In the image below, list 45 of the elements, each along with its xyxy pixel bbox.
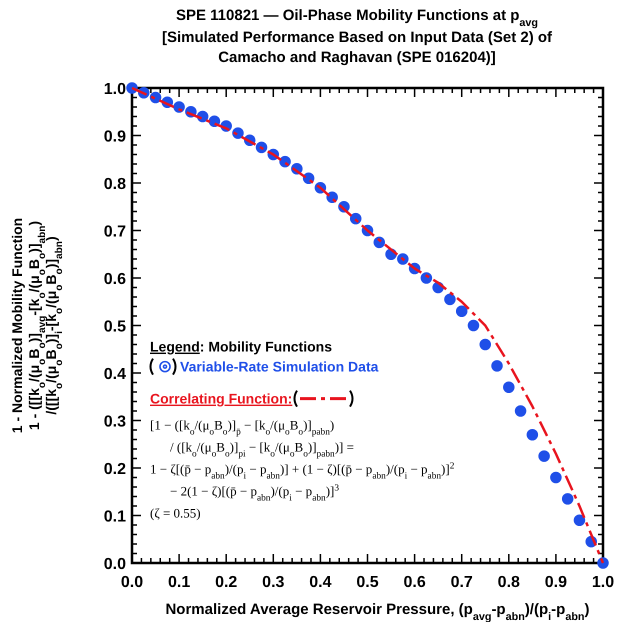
x-tick-label: 0.1 — [168, 574, 190, 591]
point — [562, 493, 574, 505]
annotation: (ζ = 0.55) — [150, 506, 201, 521]
text: 1 − ζ[(p̄ − p$_{abn}$)/(p$_{i}$ − p$_{abn}$)] + (1 − ζ)[(p̄ − p$_{abn}$)/(p$_{i}$ − p$_{abn}$)]$^{2}$ — [150, 462, 454, 482]
x-tick-label: 0.9 — [544, 574, 568, 591]
point — [444, 294, 456, 306]
x-tick-label: 0.5 — [356, 574, 379, 591]
y-tick-label: 0.3 — [104, 414, 126, 430]
annotation: − 2(1 − ζ)[(p̄ − p$_{abn}$)/(p$_{i}$ − p$_{abn}$)]$^{3}$ — [170, 484, 340, 504]
point — [503, 382, 515, 393]
y-tick-label: 0.5 — [104, 318, 126, 336]
x-tick-label: 0.6 — [403, 574, 426, 591]
x-tick-label: 0.2 — [215, 574, 238, 591]
x-tick-label: 1.0 — [592, 574, 614, 591]
x-tick-label: 0.0 — [120, 574, 144, 591]
chart-subtitle: [Simulated Performance Based on Input Data (Set 2) of Camacho and Raghavan (SPE 016204)] — [162, 29, 554, 66]
text: [1 − ([k$_{o}$/(μ$_{o}$B$_{o}$)]$_{p̄}$ − [k$_{o}$/(μ$_{o}$B$_{o}$)]$_{pabn}$) — [150, 418, 334, 438]
text: Correlating Function: — [150, 390, 292, 407]
point — [491, 360, 503, 372]
y-tick-label: 0.4 — [104, 366, 126, 383]
legend-title: Legend: Mobility Functions — [150, 338, 332, 355]
point — [538, 450, 550, 462]
point — [526, 429, 538, 440]
y-tick-label: 0.6 — [104, 271, 126, 288]
text: Variable-Rate Simulation Data — [180, 358, 379, 375]
chart-title: SPE 110821 — Oil-Phase Mobility Functions at p$_{avg}$ — [176, 7, 538, 29]
point — [574, 514, 586, 526]
y-tick-label: 0.2 — [104, 461, 126, 478]
point — [480, 338, 491, 350]
point — [468, 320, 480, 332]
y-tick-label: 1.0 — [104, 81, 126, 98]
text: / ([k$_{o}$/(μ$_{o}$B$_{o}$)]$_{pi}$ − [k$_{o}$/(μ$_{o}$B$_{o}$)]$_{pabn}$)] = — [170, 440, 354, 460]
point — [456, 306, 468, 317]
text: Normalized Average Reservoir Pressure, (p$_{avg}$-p$_{abn}$)/(p$_{i}$-p$_{abn}$) — [165, 601, 590, 622]
x-tick-label: 0.3 — [262, 574, 285, 591]
y-tick-label: 0.7 — [104, 224, 126, 240]
point — [550, 472, 562, 484]
y-tick-label: 0.8 — [104, 176, 126, 193]
y-tick-label: 0.0 — [104, 556, 126, 573]
x-tick-label: 0.8 — [498, 574, 520, 591]
point — [514, 405, 526, 417]
y-tick-label: 0.9 — [104, 128, 126, 146]
x-tick-label: 0.7 — [450, 574, 473, 591]
x-tick-label: 0.4 — [309, 574, 332, 591]
y-tick-label: 0.1 — [104, 508, 126, 526]
